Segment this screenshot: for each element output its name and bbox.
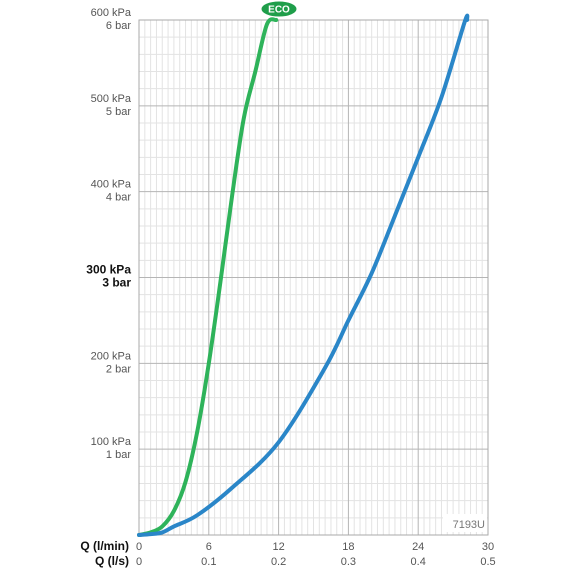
major-grid	[139, 20, 488, 535]
y-tick-label-bar: 1 bar	[106, 449, 131, 461]
y-tick-label-kpa: 500 kPa	[91, 93, 132, 105]
y-tick-label-bar: 4 bar	[106, 192, 131, 204]
x-tick-label-ls: 0	[136, 556, 142, 568]
x-tick-label-lmin: 18	[342, 541, 354, 553]
y-tick-label-kpa: 100 kPa	[91, 436, 132, 448]
eco-badge-label: ECO	[268, 5, 290, 16]
y-tick-label-kpa: 600 kPa	[91, 7, 132, 19]
x-tick-label-ls: 0.2	[271, 556, 286, 568]
code-label: 7193U	[453, 519, 485, 531]
y-tick-label-kpa: 300 kPa	[86, 263, 131, 277]
eco-badge: ECO	[260, 0, 298, 18]
y-tick-label-bar: 2 bar	[106, 363, 131, 375]
standard-series-line	[137, 13, 470, 537]
x-secondary-axis-label: Q (l/s)	[95, 554, 129, 568]
x-tick-label-lmin: 30	[482, 541, 494, 553]
x-tick-label-ls: 0.4	[411, 556, 426, 568]
code-label-bg	[443, 514, 487, 532]
x-tick-label-ls: 0.3	[341, 556, 356, 568]
x-tick-label-lmin: 12	[272, 541, 284, 553]
x-tick-label-ls: 0.5	[480, 556, 495, 568]
plot-frame	[138, 19, 489, 536]
x-tick-label-ls: 0.1	[201, 556, 216, 568]
eco-series-line	[137, 17, 279, 537]
x-axis-ticks: 0 0 6 0.1 12 0.2 18 0.3 24 0.4 30 0.5	[136, 541, 496, 568]
x-primary-axis-label: Q (l/min)	[80, 539, 129, 553]
y-tick-label-kpa: 400 kPa	[91, 179, 132, 191]
y-tick-label-bar: 5 bar	[106, 106, 131, 118]
y-tick-label-bar: 3 bar	[102, 276, 131, 290]
series-layer	[137, 13, 470, 537]
x-tick-label-lmin: 0	[136, 541, 142, 553]
eco-badge-shape	[260, 0, 298, 18]
x-tick-label-lmin: 6	[206, 541, 212, 553]
y-tick-label-bar: 6 bar	[106, 20, 131, 32]
x-tick-label-lmin: 24	[412, 541, 424, 553]
y-tick-label-kpa: 200 kPa	[91, 350, 132, 362]
